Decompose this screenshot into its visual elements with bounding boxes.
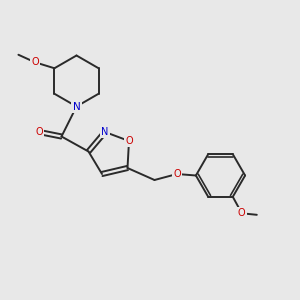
Text: O: O bbox=[35, 127, 43, 137]
Text: O: O bbox=[173, 169, 181, 179]
Text: N: N bbox=[73, 101, 80, 112]
Text: O: O bbox=[125, 136, 133, 146]
Text: O: O bbox=[31, 57, 39, 67]
Text: O: O bbox=[238, 208, 246, 218]
Text: N: N bbox=[101, 127, 109, 137]
